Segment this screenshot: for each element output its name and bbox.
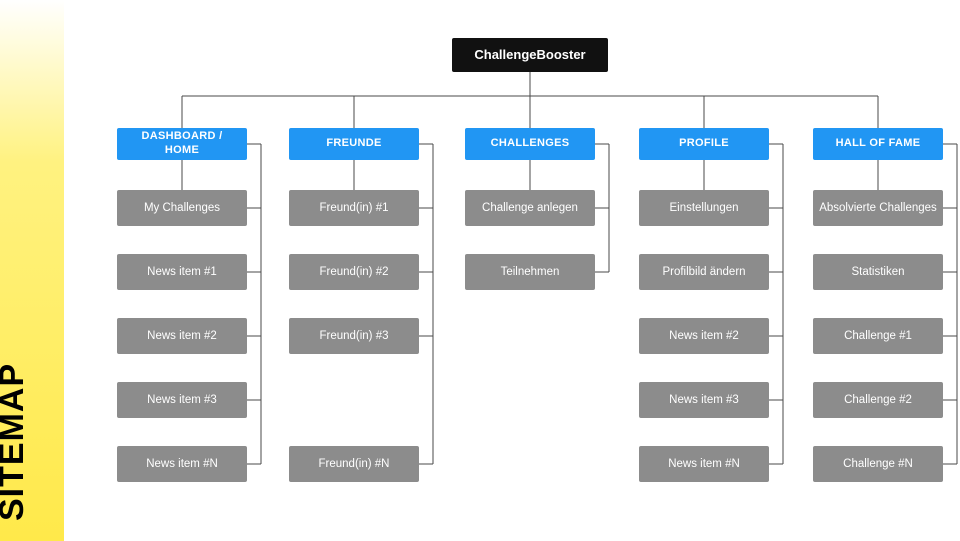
sitemap-stage: ChallengeBooster DASHBOARD / HOME My Chall… xyxy=(64,0,960,541)
item-2-0: Challenge anlegen xyxy=(465,190,595,226)
item-2-1: Teilnehmen xyxy=(465,254,595,290)
item-4-1: Statistiken xyxy=(813,254,943,290)
item-1-0: Freund(in) #1 xyxy=(289,190,419,226)
item-4-2: Challenge #1 xyxy=(813,318,943,354)
item-1-1: Freund(in) #2 xyxy=(289,254,419,290)
category-4: HALL OF FAME xyxy=(813,128,943,160)
item-3-4: News item #N xyxy=(639,446,769,482)
item-1-2: Freund(in) #3 xyxy=(289,318,419,354)
item-3-0: Einstellungen xyxy=(639,190,769,226)
item-0-1: News item #1 xyxy=(117,254,247,290)
category-2: CHALLENGES xyxy=(465,128,595,160)
item-3-1: Profilbild ändern xyxy=(639,254,769,290)
sidebar: SITEMAP xyxy=(0,0,64,541)
category-0: DASHBOARD / HOME xyxy=(117,128,247,160)
category-1: FREUNDE xyxy=(289,128,419,160)
item-0-4: News item #N xyxy=(117,446,247,482)
category-3: PROFILE xyxy=(639,128,769,160)
item-3-2: News item #2 xyxy=(639,318,769,354)
item-1-3: Freund(in) #N xyxy=(289,446,419,482)
item-4-4: Challenge #N xyxy=(813,446,943,482)
item-4-0: Absolvierte Challenges xyxy=(813,190,943,226)
sidebar-title: SITEMAP xyxy=(0,363,32,521)
root-node: ChallengeBooster xyxy=(452,38,608,72)
item-0-3: News item #3 xyxy=(117,382,247,418)
item-0-0: My Challenges xyxy=(117,190,247,226)
item-4-3: Challenge #2 xyxy=(813,382,943,418)
item-3-3: News item #3 xyxy=(639,382,769,418)
item-0-2: News item #2 xyxy=(117,318,247,354)
